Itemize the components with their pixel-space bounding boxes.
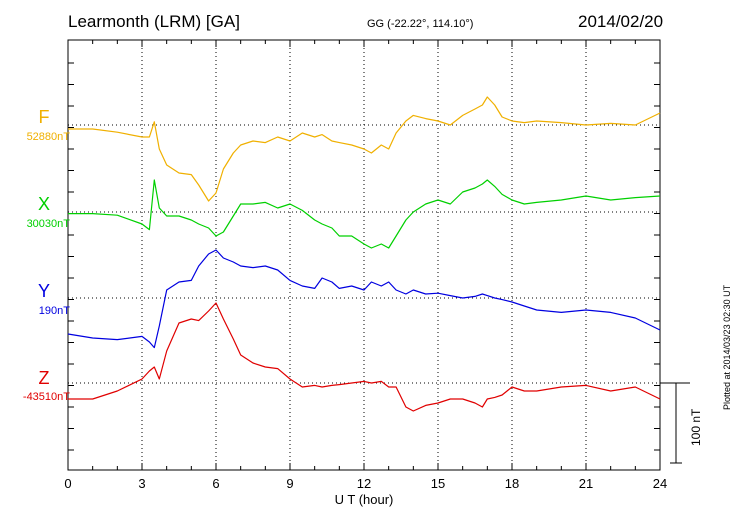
station-coordinates: GG (-22.22°, 114.10°) [367, 18, 474, 30]
x-tick-label: 24 [653, 476, 667, 491]
x-tick-label: 0 [64, 476, 71, 491]
x-tick-label: 3 [138, 476, 145, 491]
x-tick-label: 15 [431, 476, 445, 491]
series-line-X [68, 179, 661, 249]
series-line-Y [67, 249, 661, 349]
series-Y-label: Y [37, 281, 50, 301]
series-Z-baseline: -43510nT [22, 391, 70, 403]
x-tick-label: 18 [505, 476, 519, 491]
series-Y-baseline: 190nT [38, 305, 70, 317]
series-Z-label: Z [38, 368, 50, 388]
series-X-baseline: 30030nT [26, 218, 70, 230]
plotted-timestamp: Plotted at 2014/03/23 02:30 UT [722, 284, 730, 410]
x-tick-label: 9 [286, 476, 293, 491]
chart-title: Learmonth (LRM) [GA] [68, 12, 240, 31]
x-tick-label: 21 [579, 476, 593, 491]
series-line-F [68, 96, 661, 202]
series-X-label: X [37, 194, 50, 214]
scale-bar-label: 100 nT [689, 408, 703, 446]
series-line-Z [68, 302, 661, 412]
x-tick-label: 6 [212, 476, 219, 491]
series-F-label: F [38, 107, 50, 127]
chart-date: 2014/02/20 [578, 12, 664, 31]
x-axis-label: U T (hour) [335, 492, 394, 507]
series-F-baseline: 52880nT [26, 131, 70, 143]
x-tick-label: 12 [357, 476, 371, 491]
